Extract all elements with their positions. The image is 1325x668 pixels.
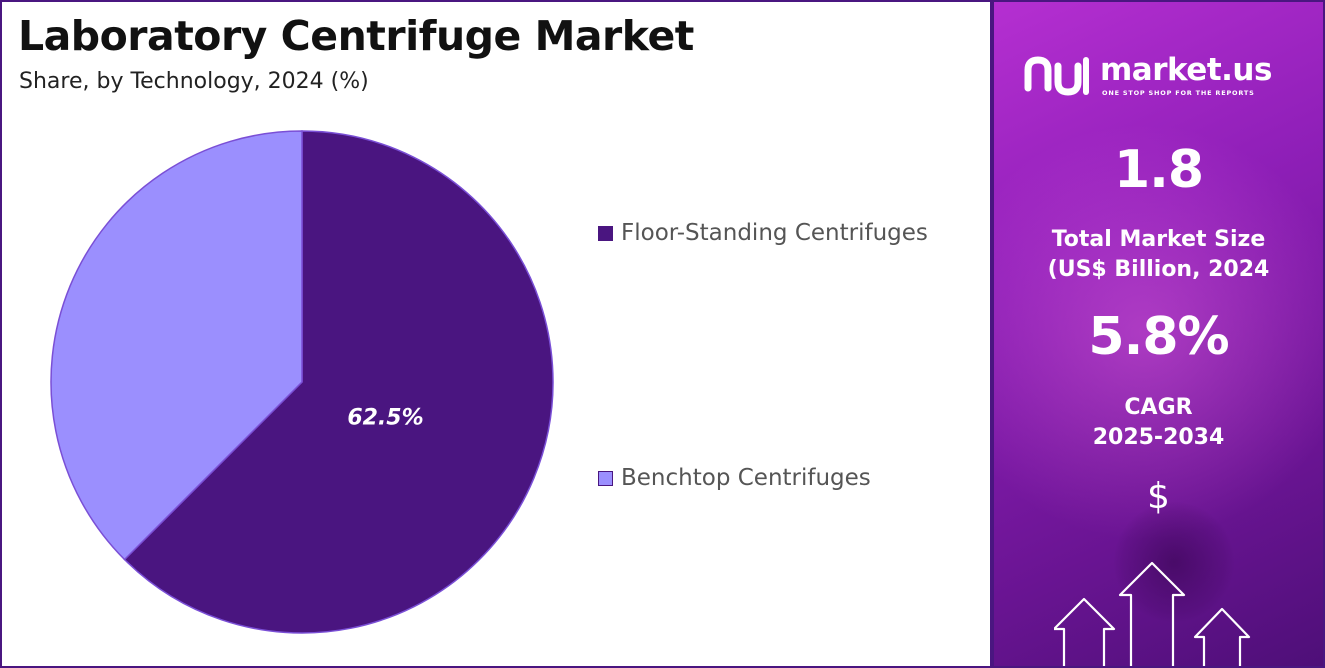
legend-swatch-benchtop <box>598 470 613 486</box>
pie-chart: 62.5% <box>50 130 554 634</box>
cagr-label-line1: CAGR <box>1124 395 1193 420</box>
legend-item-floor-standing: Floor-Standing Centrifuges <box>598 220 928 246</box>
market-size-label-line2: (US$ Billion, 2024 <box>1047 257 1270 282</box>
legend-label-benchtop: Benchtop Centrifuges <box>621 465 871 491</box>
chart-subtitle: Share, by Technology, 2024 (%) <box>19 69 369 94</box>
stats-panel: market.us ONE STOP SHOP FOR THE REPORTS … <box>994 2 1323 666</box>
legend-label-floor-standing: Floor-Standing Centrifuges <box>621 220 928 246</box>
dollar-icon: $ <box>1147 476 1170 517</box>
chart-panel: Laboratory Centrifuge Market Share, by T… <box>2 2 990 666</box>
market-us-logo-icon <box>1024 56 1089 96</box>
pie-data-label-0: 62.5% <box>347 406 423 431</box>
market-size-value: 1.8 <box>1113 140 1204 200</box>
cagr-label-line2: 2025-2034 <box>1092 425 1225 450</box>
cagr-value: 5.8% <box>1088 307 1229 367</box>
growth-arrows-icon <box>1054 561 1251 666</box>
pie-slice-floor-standing-centrifuges <box>123 130 554 634</box>
chart-title: Laboratory Centrifuge Market <box>18 12 694 60</box>
panel-divider <box>990 2 994 666</box>
brand-logo: market.us ONE STOP SHOP FOR THE REPORTS <box>1024 52 1294 102</box>
pie-slice-benchtop-centrifuges <box>50 130 303 561</box>
brand-tagline: ONE STOP SHOP FOR THE REPORTS <box>1102 89 1255 97</box>
background-glow <box>994 122 1323 542</box>
legend-swatch-floor-standing <box>598 225 613 241</box>
market-size-label-line1: Total Market Size <box>1051 227 1266 252</box>
brand-name: market.us <box>1100 52 1272 88</box>
legend-item-benchtop: Benchtop Centrifuges <box>598 465 871 491</box>
